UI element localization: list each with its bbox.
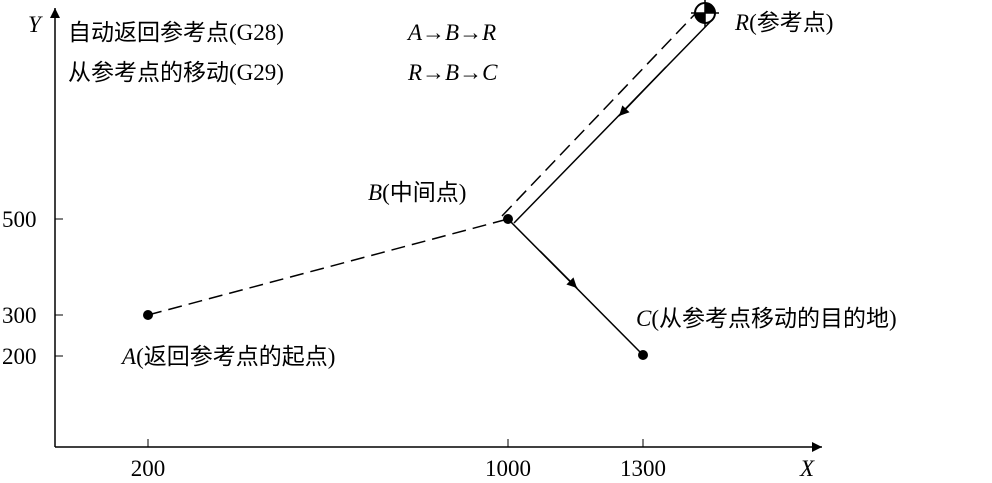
legend-label: 自动返回参考点(G28) [68, 20, 284, 45]
legend-path: R→B→C [407, 60, 498, 85]
path-r-b [513, 19, 713, 224]
x-tick-label: 1000 [485, 456, 531, 481]
point-name: (返回参考点的起点) [136, 344, 335, 369]
legend-label: 从参考点的移动(G29) [68, 60, 284, 85]
point-c [638, 350, 648, 360]
legend-path: A→B→R [406, 20, 496, 45]
x-axis-label: X [799, 456, 815, 481]
point-label: A(返回参考点的起点) [120, 344, 335, 369]
point-letter: R [734, 10, 749, 35]
x-tick-label: 200 [131, 456, 166, 481]
y-tick-label: 500 [2, 207, 37, 232]
point-a [143, 310, 153, 320]
arrow-r-b [618, 66, 667, 117]
point-r [691, 0, 719, 27]
y-tick-label: 300 [2, 303, 37, 328]
point-label: R(参考点) [734, 10, 833, 35]
point-letter: C [636, 306, 652, 331]
point-name: (中间点) [382, 180, 466, 205]
x-tick-label: 1300 [620, 456, 666, 481]
point-letter: A [120, 344, 137, 369]
y-tick-label: 200 [2, 344, 37, 369]
point-name: (从参考点移动的目的地) [651, 306, 896, 331]
point-letter: B [368, 180, 382, 205]
point-b [503, 214, 513, 224]
point-label: B(中间点) [368, 180, 466, 205]
point-name: (参考点) [749, 10, 833, 35]
point-label: C(从参考点移动的目的地) [636, 306, 897, 331]
path-a-b [147, 218, 509, 316]
arrow-b-c [539, 250, 578, 289]
y-axis-label: Y [28, 12, 43, 37]
path-b-r [501, 11, 698, 217]
